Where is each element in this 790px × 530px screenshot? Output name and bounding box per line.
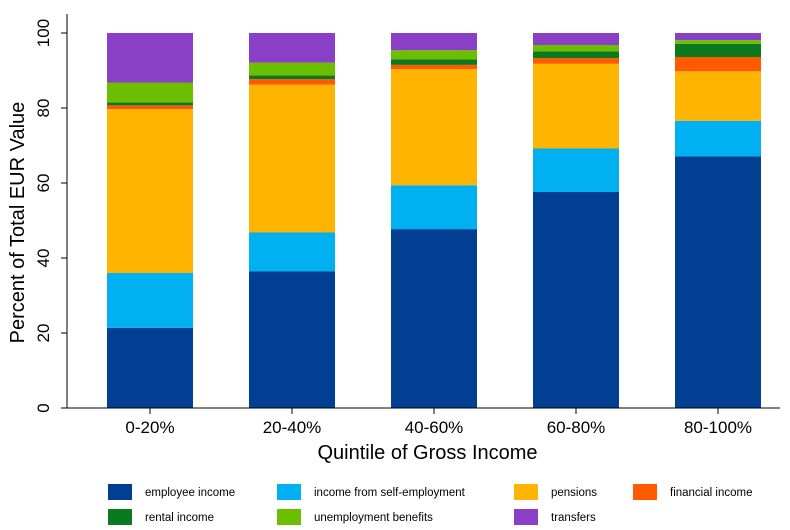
bar-segment <box>249 271 335 408</box>
legend-swatch <box>514 484 538 500</box>
legend-swatch <box>277 509 301 525</box>
bar-segment <box>533 51 619 59</box>
bar-segment <box>391 59 477 65</box>
y-tick-label: 80 <box>34 99 53 118</box>
legend-swatch <box>108 509 132 525</box>
y-tick-label: 40 <box>34 249 53 268</box>
y-tick-label: 60 <box>34 174 53 193</box>
axes-layer <box>66 14 780 409</box>
bar-segment <box>107 109 193 273</box>
bar-segment <box>391 69 477 186</box>
bar-segment <box>107 105 193 110</box>
bars-layer <box>107 33 761 408</box>
y-ticks: 0 20 40 60 80 100 <box>34 19 67 413</box>
legend-swatch <box>277 484 301 500</box>
bar-segment <box>249 79 335 85</box>
bar-segment <box>675 57 761 72</box>
bar-segment <box>533 33 619 45</box>
bar-segment <box>391 33 477 51</box>
bar-segment <box>533 192 619 408</box>
bar-segment <box>107 102 193 106</box>
legend-label: transfers <box>551 512 596 524</box>
legend-label: income from self-employment <box>314 487 466 499</box>
bar-segment <box>107 273 193 328</box>
x-tick-label: 0-20% <box>125 418 174 437</box>
bar-segment <box>249 33 335 63</box>
bar-segment <box>391 64 477 69</box>
y-tick-label: 100 <box>34 19 53 47</box>
bar-segment <box>675 71 761 121</box>
x-tick-label: 40-60% <box>405 418 464 437</box>
bar-segment <box>249 62 335 76</box>
legend-label: financial income <box>670 487 752 499</box>
x-axis-title: Quintile of Gross Income <box>317 442 537 464</box>
bar-segment <box>391 229 477 408</box>
bar-segment <box>533 58 619 64</box>
x-tick-label: 80-100% <box>684 418 752 437</box>
x-tick-label: 20-40% <box>263 418 322 437</box>
bar-segment <box>107 82 193 103</box>
bar-segment <box>107 327 193 408</box>
legend-swatch <box>108 484 132 500</box>
bar-segment <box>533 148 619 192</box>
bar-segment <box>391 185 477 230</box>
bar-segment <box>249 232 335 272</box>
bar-segment <box>675 40 761 44</box>
bar-segment <box>675 43 761 57</box>
legend-swatch <box>633 484 657 500</box>
bar-segment <box>675 120 761 157</box>
bar-segment <box>675 33 761 41</box>
bar-segment <box>675 156 761 408</box>
bar-segment <box>107 33 193 83</box>
legend-label: rental income <box>145 512 214 524</box>
y-axis-title: Percent of Total EUR Value <box>7 102 29 344</box>
bar-segment <box>533 63 619 149</box>
legend-swatch <box>514 509 538 525</box>
bar-segment <box>391 50 477 60</box>
bar-segment <box>533 45 619 52</box>
bar-segment <box>249 84 335 233</box>
y-tick-label: 20 <box>34 324 53 343</box>
legend-label: unemployment benefits <box>314 512 433 524</box>
y-tick-label: 0 <box>34 403 53 412</box>
bar-segment <box>249 75 335 80</box>
legend-label: employee income <box>145 487 235 499</box>
x-ticks: 0-20% 20-40% 40-60% 60-80% 80-100% <box>125 408 752 437</box>
x-tick-label: 60-80% <box>547 418 606 437</box>
legend-label: pensions <box>551 487 597 499</box>
legend: employee income income from self-employme… <box>108 484 752 525</box>
